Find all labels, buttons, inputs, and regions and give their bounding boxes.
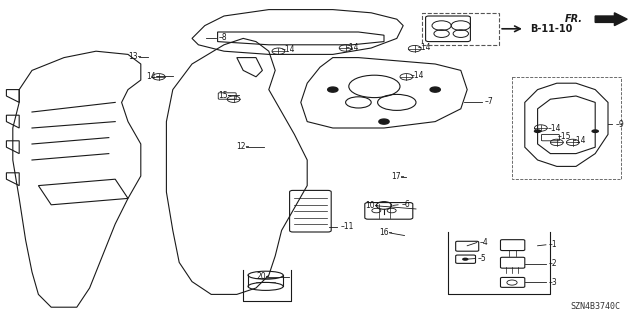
- Text: –14: –14: [282, 45, 295, 54]
- Text: FR.: FR.: [564, 14, 582, 24]
- Text: –6: –6: [401, 200, 410, 209]
- Text: 14–: 14–: [147, 72, 160, 81]
- Text: –3: –3: [549, 278, 558, 287]
- Text: –9: –9: [616, 120, 625, 129]
- Text: –14: –14: [572, 136, 586, 145]
- Circle shape: [430, 87, 440, 92]
- Text: –5: –5: [478, 254, 487, 263]
- Text: –14: –14: [411, 71, 424, 80]
- Text: 10–: 10–: [365, 201, 379, 210]
- Polygon shape: [595, 13, 627, 26]
- Text: 16–: 16–: [380, 228, 393, 237]
- Text: –14: –14: [548, 124, 561, 133]
- Text: –4: –4: [480, 238, 489, 247]
- Text: 15–: 15–: [218, 91, 232, 100]
- Circle shape: [379, 119, 389, 124]
- Text: –15: –15: [558, 132, 572, 141]
- Text: –14: –14: [346, 43, 359, 52]
- Text: –7: –7: [485, 97, 494, 106]
- Text: –2: –2: [549, 260, 557, 268]
- Text: 17–: 17–: [391, 172, 404, 181]
- Text: SZN4B3740C: SZN4B3740C: [571, 302, 621, 311]
- Circle shape: [462, 258, 468, 261]
- Text: –14: –14: [417, 43, 431, 52]
- Text: B-11-10: B-11-10: [530, 24, 572, 34]
- Text: 12–: 12–: [236, 142, 250, 151]
- Circle shape: [534, 129, 541, 133]
- Text: –1: –1: [549, 240, 557, 249]
- Text: –8: –8: [219, 33, 227, 42]
- Circle shape: [328, 87, 338, 92]
- Circle shape: [591, 129, 599, 133]
- Text: 13–: 13–: [129, 52, 142, 61]
- Text: –11: –11: [340, 222, 354, 231]
- Text: 20–: 20–: [257, 272, 270, 281]
